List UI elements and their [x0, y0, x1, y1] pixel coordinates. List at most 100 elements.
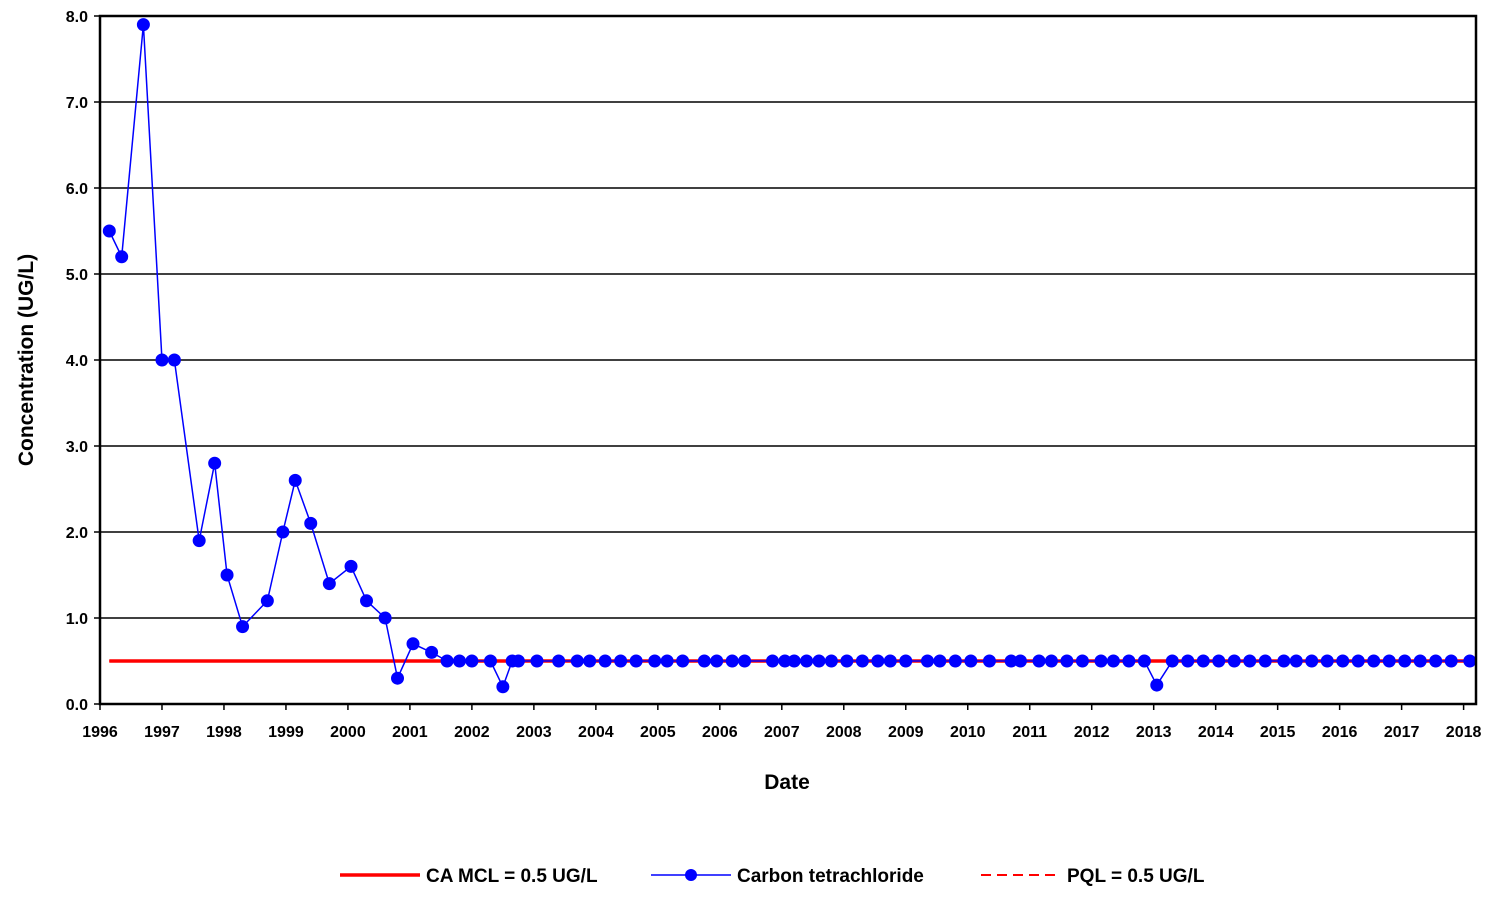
- data-point: [440, 654, 454, 668]
- y-tick-label: 4.0: [66, 353, 88, 370]
- x-tick-label: 2001: [392, 724, 428, 741]
- y-tick-label: 1.0: [66, 611, 88, 628]
- x-tick-label: 2002: [454, 724, 490, 741]
- data-point: [1336, 654, 1350, 668]
- data-point: [883, 654, 897, 668]
- data-point: [1075, 654, 1089, 668]
- data-point: [964, 654, 978, 668]
- data-point: [1044, 654, 1058, 668]
- y-tick-label: 0.0: [66, 697, 88, 714]
- data-point: [648, 654, 662, 668]
- data-point: [1060, 654, 1074, 668]
- x-tick-label: 1998: [206, 724, 242, 741]
- data-point: [208, 456, 222, 470]
- data-point: [192, 534, 206, 548]
- data-point: [855, 654, 869, 668]
- data-point: [1032, 654, 1046, 668]
- data-point: [360, 594, 374, 608]
- data-point: [824, 654, 838, 668]
- data-point: [167, 353, 181, 367]
- x-tick-label: 2000: [330, 724, 366, 741]
- data-point: [570, 654, 584, 668]
- x-tick-label: 1999: [268, 724, 304, 741]
- data-point: [920, 654, 934, 668]
- data-point: [452, 654, 466, 668]
- data-point: [1094, 654, 1108, 668]
- data-point: [697, 654, 711, 668]
- y-tick-label: 5.0: [66, 267, 88, 284]
- data-point: [530, 654, 544, 668]
- data-point: [391, 671, 405, 685]
- data-point: [260, 594, 274, 608]
- data-point: [155, 353, 169, 367]
- gridlines: [100, 101, 1476, 619]
- data-point: [1289, 654, 1303, 668]
- series-line: [108, 24, 1470, 689]
- data-point: [583, 654, 597, 668]
- data-point: [1106, 654, 1120, 668]
- data-point: [871, 654, 885, 668]
- plot-area-border: [98, 14, 1478, 706]
- data-point: [1351, 654, 1365, 668]
- data-point: [1463, 654, 1477, 668]
- data-point: [899, 654, 913, 668]
- data-point: [800, 654, 814, 668]
- data-point: [406, 637, 420, 651]
- data-point: [725, 654, 739, 668]
- x-tick-label: 2014: [1198, 724, 1234, 741]
- data-point: [425, 645, 439, 659]
- x-tick-label: 2008: [826, 724, 862, 741]
- data-point: [787, 654, 801, 668]
- y-tick-label: 2.0: [66, 525, 88, 542]
- data-point: [1444, 654, 1458, 668]
- data-point: [102, 224, 116, 238]
- x-axis-label: Date: [764, 771, 810, 794]
- x-tick-label: 2005: [640, 724, 676, 741]
- data-point: [276, 525, 290, 539]
- data-point: [1413, 654, 1427, 668]
- x-tick-label: 2006: [702, 724, 738, 741]
- data-point: [465, 654, 479, 668]
- data-point: [496, 680, 510, 694]
- data-point: [378, 611, 392, 625]
- data-point: [1137, 654, 1151, 668]
- data-point: [344, 559, 358, 573]
- x-tick-label: 2010: [950, 724, 986, 741]
- data-point: [1367, 654, 1381, 668]
- data-point: [1150, 678, 1164, 692]
- data-point: [982, 654, 996, 668]
- y-tick-label: 6.0: [66, 181, 88, 198]
- data-point: [304, 516, 318, 530]
- data-point: [710, 654, 724, 668]
- x-tick-label: 2013: [1136, 724, 1172, 741]
- data-point: [1243, 654, 1257, 668]
- data-point: [115, 250, 129, 264]
- data-point: [629, 654, 643, 668]
- data-point: [236, 620, 250, 634]
- data-point: [136, 18, 150, 32]
- x-tick-label: 2018: [1446, 724, 1482, 741]
- data-point: [948, 654, 962, 668]
- data-point: [1305, 654, 1319, 668]
- x-tick-label: 1996: [82, 724, 118, 741]
- data-point: [1258, 654, 1272, 668]
- data-point: [288, 473, 302, 487]
- x-tick-label: 2009: [888, 724, 924, 741]
- x-tick-label: 2004: [578, 724, 614, 741]
- x-tick-label: 2003: [516, 724, 552, 741]
- data-point: [1320, 654, 1334, 668]
- data-point: [1165, 654, 1179, 668]
- legend-label-pql: PQL = 0.5 UG/L: [1067, 866, 1205, 887]
- y-axis-label: Concentration (UG/L): [15, 254, 38, 466]
- data-point: [322, 577, 336, 591]
- data-point: [738, 654, 752, 668]
- x-tick-label: 2016: [1322, 724, 1358, 741]
- legend-marker-series: [685, 869, 697, 881]
- data-point: [614, 654, 628, 668]
- data-point: [598, 654, 612, 668]
- data-point: [1181, 654, 1195, 668]
- data-point: [812, 654, 826, 668]
- data-point: [511, 654, 525, 668]
